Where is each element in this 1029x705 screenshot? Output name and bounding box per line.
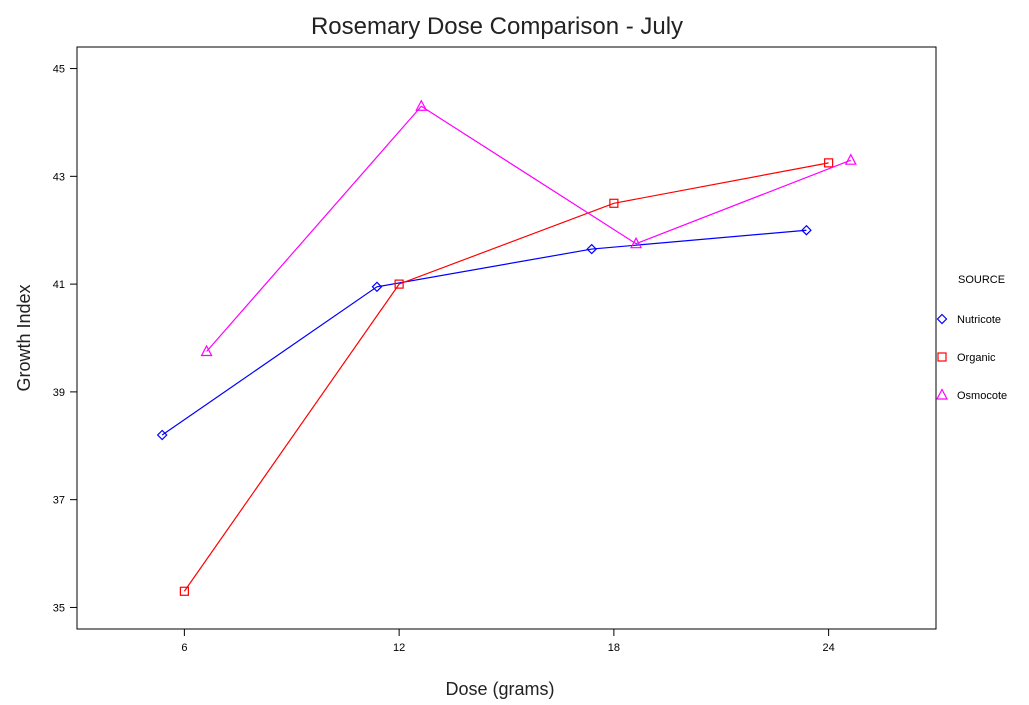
legend-label: Nutricote	[957, 314, 1001, 326]
x-tick-label: 24	[823, 642, 835, 654]
legend-title: SOURCE	[958, 274, 1005, 286]
x-axis-label: Dose (grams)	[445, 679, 554, 699]
y-tick-label: 45	[53, 64, 65, 76]
y-tick-label: 41	[53, 279, 65, 291]
plot-frame	[76, 46, 937, 630]
y-axis-label: Growth Index	[14, 284, 34, 391]
x-axis: 6 12 18 24	[181, 629, 835, 654]
y-axis: 35 37 39 41 43 45	[53, 64, 77, 614]
series-line-nutricote	[161, 229, 807, 436]
series-nutricote	[156, 224, 812, 441]
series-osmocote	[200, 99, 857, 357]
y-tick-label: 37	[53, 495, 65, 507]
legend-item-nutricote: Nutricote	[936, 313, 1001, 326]
legend-marker-organic	[937, 352, 947, 362]
legend-marker-nutricote	[936, 313, 948, 325]
data-point-nutricote	[586, 243, 598, 255]
data-point-osmocote	[630, 236, 643, 249]
data-point-organic	[609, 198, 619, 208]
series-line-osmocote	[206, 105, 852, 352]
series-layer	[156, 99, 857, 596]
legend-item-osmocote: Osmocote	[936, 388, 1007, 402]
y-tick-label: 43	[53, 171, 65, 183]
series-line-organic	[183, 162, 829, 592]
data-point-organic	[179, 586, 189, 596]
legend-marker-osmocote	[936, 388, 948, 400]
data-point-organic	[394, 279, 404, 289]
data-point-nutricote	[371, 281, 383, 293]
y-tick-label: 35	[53, 602, 65, 614]
data-point-nutricote	[156, 429, 168, 441]
legend-label: Organic	[957, 352, 996, 364]
legend: SOURCE Nutricote Organic Osmocote	[936, 274, 1007, 402]
chart-title: Rosemary Dose Comparison - July	[311, 13, 683, 40]
y-tick-label: 39	[53, 387, 65, 399]
x-tick-label: 12	[393, 642, 405, 654]
data-point-organic	[824, 158, 834, 168]
legend-label: Osmocote	[957, 390, 1007, 402]
legend-item-organic: Organic	[937, 352, 996, 364]
series-organic	[179, 158, 834, 596]
data-point-nutricote	[801, 224, 812, 236]
x-tick-label: 18	[608, 642, 620, 654]
data-point-osmocote	[844, 153, 857, 165]
x-tick-label: 6	[181, 642, 187, 654]
data-point-osmocote	[415, 99, 428, 111]
data-point-osmocote	[200, 344, 213, 357]
